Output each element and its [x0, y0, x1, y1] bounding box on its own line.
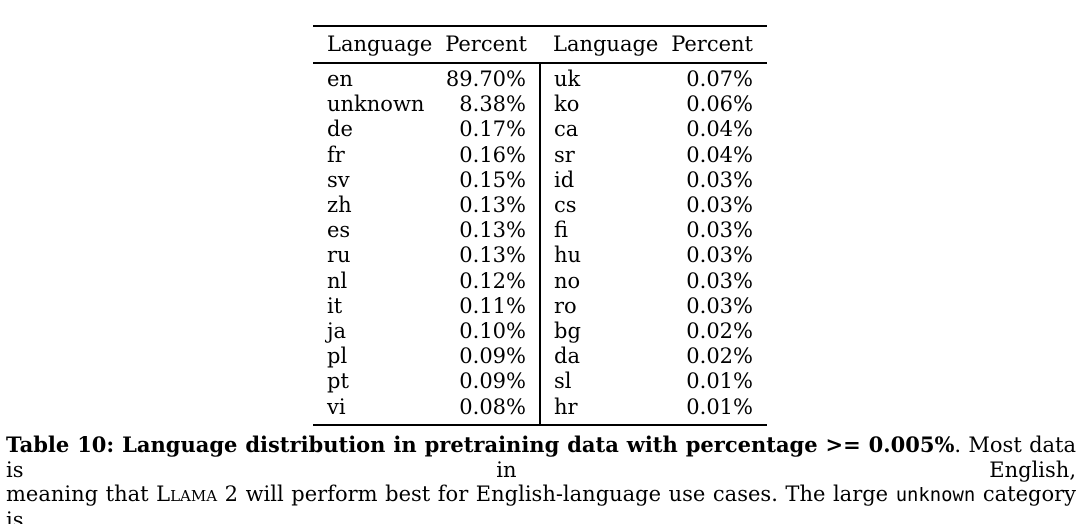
- table-row: zh 0.13% cs 0.03%: [313, 193, 767, 219]
- language-cell-right: cs: [539, 193, 670, 219]
- language-cell-right: no: [539, 268, 670, 294]
- language-cell-right: id: [539, 167, 670, 194]
- percent-cell-left: 0.13%: [459, 243, 526, 268]
- header-language-left: Language: [327, 32, 433, 56]
- percent-cell-right: 0.03%: [686, 218, 753, 243]
- language-cell-right: ko: [539, 92, 670, 118]
- language-cell-left: en: [327, 67, 353, 91]
- table-row: vi 0.08% hr 0.01%: [313, 394, 767, 425]
- percent-cell-right: 0.04%: [686, 117, 753, 142]
- caption-line1-rest: . Most data is in English,: [6, 433, 1076, 482]
- percent-cell-left: 0.13%: [459, 193, 526, 218]
- percent-cell-left: 0.12%: [459, 268, 526, 293]
- percent-cell-left: 8.38%: [459, 92, 526, 117]
- table-row: fr 0.16% sr 0.04%: [313, 142, 767, 168]
- percent-cell-right: 0.02%: [686, 319, 753, 344]
- table-row: unknown 8.38% ko 0.06%: [313, 92, 767, 118]
- table-row: it 0.11% ro 0.03%: [313, 293, 767, 320]
- caption-unknown-mono: unknown: [895, 484, 976, 507]
- table-header: Language Percent Language Percent: [313, 26, 767, 63]
- percent-cell-right: 0.03%: [686, 293, 753, 318]
- language-cell-left: pt: [327, 369, 349, 394]
- language-cell-right: sr: [539, 142, 670, 168]
- table-row: sv 0.15% id 0.03%: [313, 167, 767, 194]
- percent-cell-left: 0.08%: [459, 394, 526, 419]
- table-caption: Table 10: Language distribution in pretr…: [6, 432, 1076, 524]
- table-row: de 0.17% ca 0.04%: [313, 117, 767, 143]
- table-row: pl 0.09% da 0.02%: [313, 344, 767, 370]
- language-cell-right: ca: [539, 117, 670, 143]
- caption-line2-post: category is: [6, 482, 1077, 524]
- language-cell-left: zh: [327, 193, 352, 218]
- percent-cell-right: 0.01%: [686, 369, 753, 394]
- percent-cell-right: 0.03%: [686, 193, 753, 218]
- table-row: ru 0.13% hu 0.03%: [313, 243, 767, 269]
- percent-cell-right: 0.04%: [686, 142, 753, 167]
- language-cell-left: fr: [327, 142, 345, 167]
- percent-cell-left: 0.15%: [459, 167, 526, 192]
- language-cell-left: it: [327, 293, 343, 318]
- table-body: en 89.70% uk 0.07% unknown 8.38% ko 0.06% de 0.17…: [313, 63, 767, 425]
- caption-line2-pre: meaning that: [6, 482, 157, 507]
- percent-cell-left: 0.10%: [459, 319, 526, 344]
- table-row: en 89.70% uk 0.07%: [313, 63, 767, 93]
- language-cell-left: sv: [327, 167, 350, 192]
- language-cell-left: unknown: [327, 92, 425, 117]
- table-row: nl 0.12% no 0.03%: [313, 268, 767, 294]
- percent-cell-right: 0.03%: [686, 243, 753, 268]
- language-cell-right: sl: [539, 369, 670, 395]
- language-cell-right: hr: [539, 394, 670, 425]
- header-language-right: Language: [553, 32, 659, 56]
- language-cell-right: da: [539, 344, 670, 370]
- caption-line2-mid: will perform best for English-language u…: [238, 482, 896, 507]
- percent-cell-right: 0.03%: [686, 268, 753, 293]
- language-distribution-table: Language Percent Language Percent en 89.7…: [313, 25, 767, 426]
- percent-cell-left: 0.13%: [459, 218, 526, 243]
- percent-cell-left: 0.16%: [459, 142, 526, 167]
- language-cell-left: vi: [327, 394, 346, 419]
- language-cell-left: de: [327, 117, 353, 142]
- caption-llama-smallcaps: Llama 2: [156, 482, 239, 507]
- percent-cell-right: 0.07%: [686, 67, 753, 91]
- percent-cell-left: 0.09%: [459, 369, 526, 394]
- table-header-row: Language Percent Language Percent: [313, 26, 767, 63]
- percent-cell-left: 0.17%: [459, 117, 526, 142]
- percent-cell-right: 0.06%: [686, 92, 753, 117]
- percent-cell-left: 89.70%: [445, 67, 526, 91]
- caption-bold-title: Table 10: Language distribution in pretr…: [6, 432, 955, 457]
- language-cell-right: hu: [539, 243, 670, 269]
- percent-cell-right: 0.01%: [686, 394, 753, 419]
- language-cell-left: es: [327, 218, 351, 243]
- language-cell-left: nl: [327, 268, 348, 293]
- header-percent-right: Percent: [671, 32, 753, 56]
- language-cell-right: fi: [539, 218, 670, 244]
- caption-line-1: Table 10: Language distribution in pretr…: [6, 432, 1076, 482]
- language-cell-left: pl: [327, 344, 348, 369]
- header-percent-left: Percent: [445, 32, 527, 56]
- language-cell-left: ja: [327, 319, 347, 344]
- language-cell-right: bg: [539, 319, 670, 345]
- language-cell-right: uk: [539, 63, 670, 93]
- language-cell-right: ro: [539, 293, 670, 320]
- percent-cell-right: 0.02%: [686, 344, 753, 369]
- table-row: pt 0.09% sl 0.01%: [313, 369, 767, 395]
- caption-line-2: meaning that Llama 2 will perform best f…: [6, 482, 1076, 524]
- percent-cell-right: 0.03%: [686, 167, 753, 192]
- table-row: es 0.13% fi 0.03%: [313, 218, 767, 244]
- percent-cell-left: 0.09%: [459, 344, 526, 369]
- percent-cell-left: 0.11%: [459, 293, 526, 318]
- language-cell-left: ru: [327, 243, 351, 268]
- table-row: ja 0.10% bg 0.02%: [313, 319, 767, 345]
